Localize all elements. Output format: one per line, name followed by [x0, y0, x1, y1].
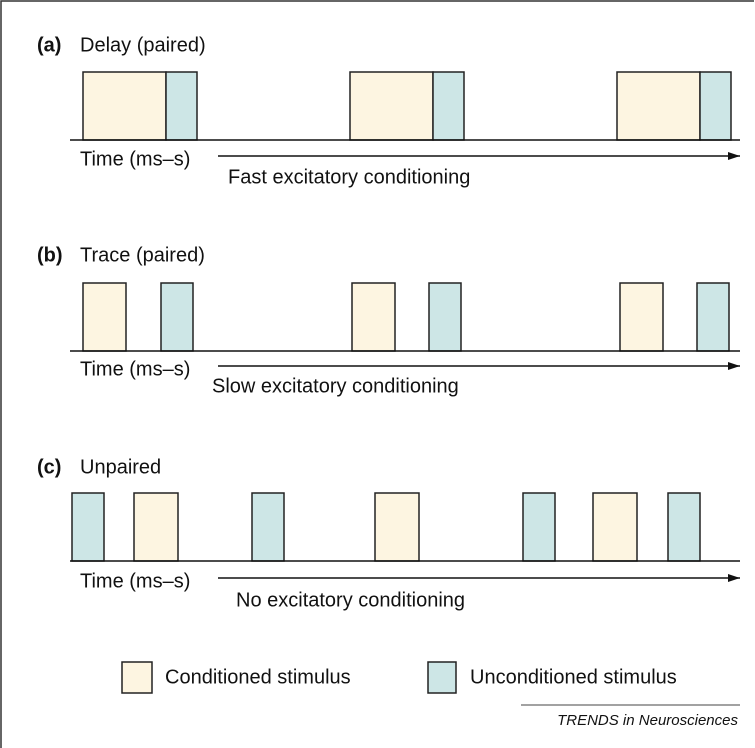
legend-label: Unconditioned stimulus — [470, 666, 677, 688]
unconditioned-stimulus — [251, 492, 285, 562]
conditioned-stimulus — [82, 71, 167, 141]
legend-swatch-cs — [121, 661, 153, 694]
axis-label: Time (ms–s) — [80, 570, 190, 592]
conditioned-stimulus — [592, 492, 638, 562]
outcome: Slow excitatory conditioning — [212, 375, 459, 397]
conditioned-stimulus — [82, 282, 127, 352]
conditioned-stimulus — [374, 492, 420, 562]
conditioned-stimulus — [351, 282, 396, 352]
legend-swatch-us — [427, 661, 457, 694]
footer: TRENDS in Neurosciences — [557, 712, 738, 729]
unconditioned-stimulus — [428, 282, 462, 352]
panels: (a) Delay (paired) Time (ms–s) Fast excitat… — [37, 34, 740, 611]
unconditioned-stimulus — [667, 492, 701, 562]
conditioned-stimulus — [133, 492, 179, 562]
unconditioned-stimulus — [699, 71, 732, 141]
conditioned-stimulus — [349, 71, 434, 141]
panel-title: Unpaired — [80, 456, 161, 478]
panel-title: Delay (paired) — [80, 34, 206, 56]
panel-label: (a) — [37, 34, 61, 56]
unconditioned-stimulus — [522, 492, 556, 562]
axis-label: Time (ms–s) — [80, 148, 190, 170]
legend-label: Conditioned stimulus — [165, 666, 351, 688]
unconditioned-stimulus — [165, 71, 198, 141]
panel-label: (b) — [37, 244, 63, 266]
conditioned-stimulus — [616, 71, 701, 141]
axis-label: Time (ms–s) — [80, 358, 190, 380]
outcome: Fast excitatory conditioning — [228, 166, 470, 188]
unconditioned-stimulus — [160, 282, 194, 352]
panel-title: Trace (paired) — [80, 244, 205, 266]
unconditioned-stimulus — [696, 282, 730, 352]
conditioned-stimulus — [619, 282, 664, 352]
unconditioned-stimulus — [432, 71, 465, 141]
panel-label: (c) — [37, 456, 61, 478]
outcome: No excitatory conditioning — [236, 589, 465, 611]
unconditioned-stimulus — [71, 492, 105, 562]
